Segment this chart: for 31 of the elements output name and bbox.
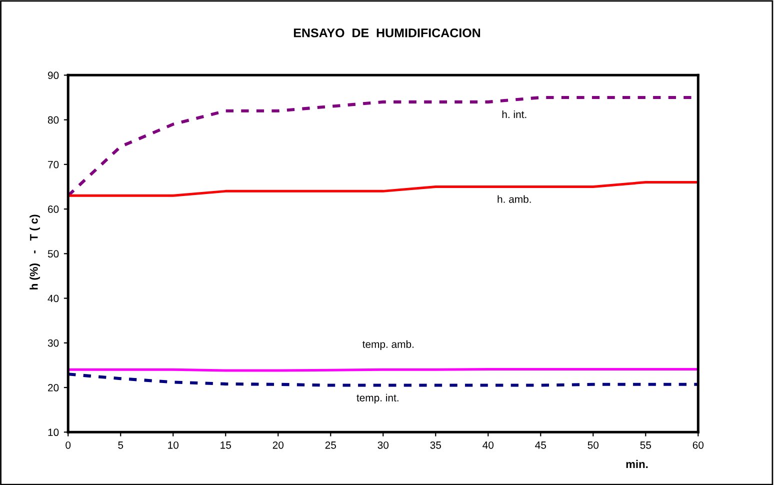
line-series	[68, 181, 698, 197]
x-axis-title: min.	[626, 460, 648, 468]
x-tick-label: 55	[640, 442, 651, 449]
y-tick-label: 10	[48, 428, 59, 436]
series-label: h. int.	[502, 110, 526, 118]
x-tick-label: 15	[220, 442, 231, 449]
y-tick-label: 80	[48, 116, 59, 124]
chart-title: ENSAYO DE HUMIDIFICACION	[294, 28, 480, 38]
x-tick-label: 60	[692, 441, 704, 449]
y-tick-label: 40	[48, 294, 59, 302]
x-tick-label: 30	[378, 441, 389, 449]
x-tick-label: 50	[588, 441, 599, 449]
series-label: h. amb.	[498, 195, 531, 203]
y-tick-label: 90	[48, 72, 59, 80]
y-tick-label: 70	[48, 160, 59, 168]
line-series	[68, 372, 698, 387]
y-axis-title: h (%) - T ( c)	[30, 214, 40, 290]
x-tick-label: 0	[66, 441, 71, 449]
x-tick-label: 35	[430, 441, 441, 449]
x-tick-label: 45	[535, 442, 546, 449]
y-tick-label: 30	[48, 339, 59, 347]
x-tick-label: 10	[168, 441, 179, 449]
x-tick-label: 20	[272, 441, 284, 449]
x-tick-label: 25	[325, 441, 336, 449]
y-tick-label: 60	[48, 206, 59, 213]
x-tick-label: 40	[482, 441, 494, 449]
series-label: temp. amb.	[362, 340, 414, 350]
y-tick-label: 20	[48, 384, 59, 392]
series-label: temp. int.	[356, 394, 398, 404]
y-tick-label: 50	[48, 250, 59, 258]
x-tick-label: 5	[118, 442, 124, 449]
